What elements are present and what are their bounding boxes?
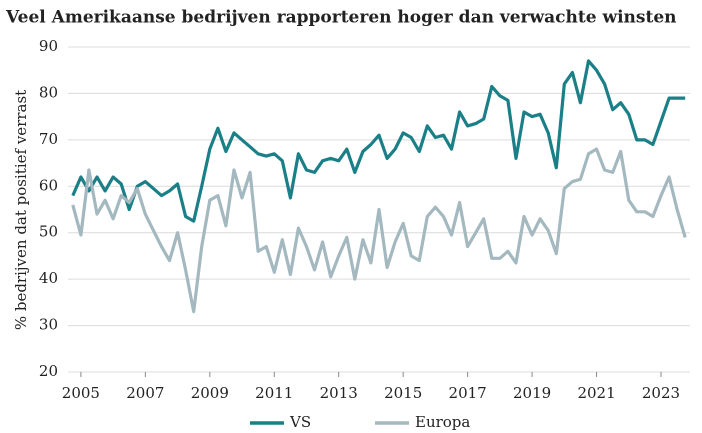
y-tick-label: 20 (39, 362, 58, 380)
x-tick-label: 2019 (513, 384, 551, 402)
legend-label: VS (289, 413, 311, 431)
series-line (71, 147, 687, 314)
x-tick-label: 2005 (62, 384, 100, 402)
x-tick-label: 2009 (191, 384, 229, 402)
y-axis-label: % bedrijven dat positief verrast (12, 90, 30, 330)
y-tick-label: 80 (39, 83, 58, 101)
y-tick-label: 40 (39, 269, 58, 287)
series-line (71, 59, 686, 223)
x-tick-label: 2017 (449, 384, 487, 402)
y-tick-label: 70 (39, 130, 58, 148)
x-tick-label: 2011 (255, 384, 293, 402)
y-tick-label: 50 (39, 223, 58, 241)
x-tick-label: 2023 (642, 384, 680, 402)
y-tick-label: 90 (39, 37, 58, 55)
legend-label: Europa (415, 413, 470, 431)
x-tick-label: 2015 (384, 384, 422, 402)
x-tick-label: 2007 (126, 384, 164, 402)
y-tick-label: 60 (39, 176, 58, 194)
y-tick-label: 30 (39, 316, 58, 334)
chart-title: Veel Amerikaanse bedrijven rapporteren h… (5, 8, 677, 28)
x-tick-label: 2021 (577, 384, 615, 402)
x-tick-label: 2013 (320, 384, 358, 402)
